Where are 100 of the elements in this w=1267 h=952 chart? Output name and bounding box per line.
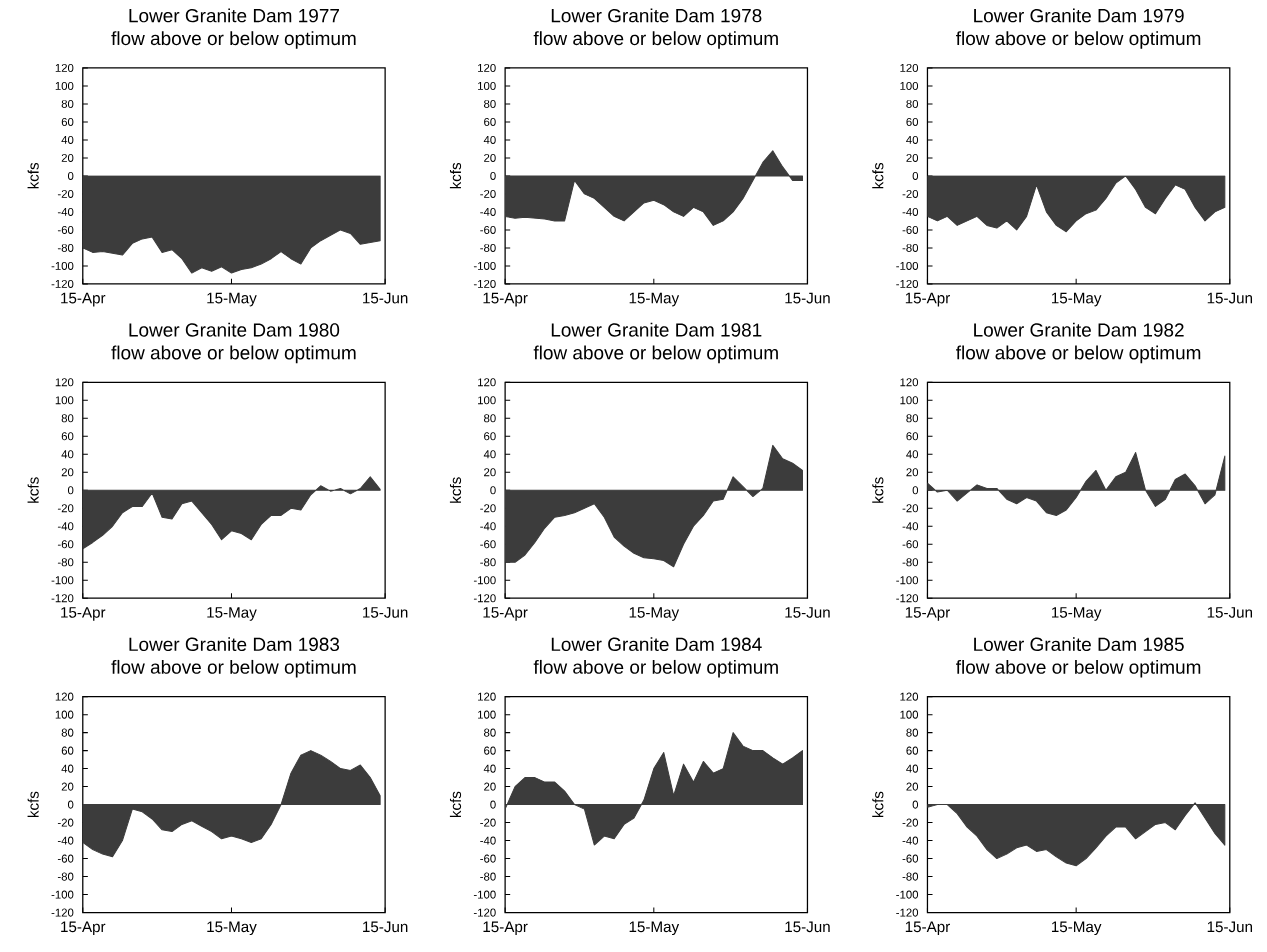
y-tick-label: 60 <box>906 117 919 126</box>
y-tick-label: -120 <box>473 908 496 917</box>
x-tick-label: 15-Jun <box>1207 921 1253 933</box>
chart-subtitle: flow above or below optimum <box>533 345 778 364</box>
y-tick-label: -80 <box>902 243 919 252</box>
x-tick-label: 15-Apr <box>61 292 106 307</box>
y-tick-label: -100 <box>473 261 496 270</box>
y-tick-label: -20 <box>480 504 496 513</box>
x-tick-label: 15-Jun <box>363 292 408 304</box>
y-axis-title: kcfs <box>27 791 39 817</box>
chart-subtitle: flow above or below optimum <box>956 345 1201 364</box>
y-tick-label: 40 <box>483 450 496 459</box>
y-axis-title: kcfs <box>449 162 462 189</box>
y-tick-label: 20 <box>484 153 496 162</box>
y-tick-label: 40 <box>906 450 919 459</box>
y-tick-label: -100 <box>473 576 496 585</box>
x-tick-label: 15-Apr <box>61 607 106 621</box>
y-axis-title: kcfs <box>27 477 39 503</box>
y-tick-label: 0 <box>67 171 74 180</box>
y-tick-label: 120 <box>478 692 496 701</box>
y-tick-label: -40 <box>902 522 919 531</box>
y-tick-label: -120 <box>896 279 919 288</box>
y-tick-label: -60 <box>902 225 919 234</box>
x-tick-label: 15-Jun <box>785 292 830 304</box>
y-tick-label: -60 <box>902 540 919 549</box>
y-tick-label: -100 <box>473 890 496 899</box>
y-axis-title: kcfs <box>872 791 884 817</box>
chart-subtitle: flow above or below optimum <box>956 659 1201 678</box>
x-tick-label: 15-Apr <box>483 292 528 307</box>
y-tick-label: -20 <box>902 818 919 827</box>
y-tick-label: 60 <box>484 117 496 126</box>
y-tick-label: 20 <box>61 468 74 477</box>
y-tick-label: 0 <box>490 800 496 809</box>
y-tick-label: 20 <box>61 153 74 162</box>
y-tick-label: 100 <box>900 710 919 719</box>
y-tick-label: -80 <box>57 558 74 567</box>
y-tick-label: 0 <box>490 486 496 495</box>
y-axis-title: kcfs <box>449 477 462 503</box>
y-tick-label: -40 <box>57 836 74 845</box>
y-tick-label: -60 <box>480 225 496 234</box>
chart-title: Lower Granite Dam 1977 <box>129 8 339 23</box>
x-tick-label: 15-Apr <box>483 607 528 621</box>
x-tick-label: 15-Jun <box>363 607 408 618</box>
y-tick-label: 100 <box>478 396 496 405</box>
y-tick-label: -20 <box>902 504 919 513</box>
y-tick-label: -80 <box>57 243 74 252</box>
y-tick-label: -20 <box>57 189 74 198</box>
chart-title: Lower Granite Dam 1984 <box>551 637 762 651</box>
y-tick-label: 120 <box>55 63 74 72</box>
y-tick-label: -80 <box>480 558 496 567</box>
y-tick-label: 60 <box>61 746 74 755</box>
y-tick-label: 20 <box>906 153 919 162</box>
y-tick-label: 0 <box>67 800 74 809</box>
y-tick-label: 40 <box>61 135 74 144</box>
chart-subtitle: flow above or below optimum <box>956 31 1201 49</box>
y-tick-label: 40 <box>61 450 74 459</box>
y-axis-title: kcfs <box>27 162 39 189</box>
y-tick-label: 20 <box>61 782 74 791</box>
x-tick-label: 15-May <box>207 292 257 307</box>
y-tick-label: 40 <box>906 135 919 144</box>
chart-title: Lower Granite Dam 1981 <box>551 322 762 337</box>
x-tick-label: 15-May <box>629 607 680 621</box>
y-tick-label: 120 <box>900 63 919 72</box>
y-tick-label: 120 <box>55 378 74 387</box>
y-tick-label: -60 <box>57 225 74 234</box>
chart-title: Lower Granite Dam 1983 <box>129 637 340 651</box>
y-tick-label: -40 <box>480 836 496 845</box>
y-tick-label: 120 <box>478 63 496 72</box>
y-tick-label: 60 <box>484 746 496 755</box>
y-tick-label: -120 <box>473 279 496 288</box>
y-tick-label: 100 <box>55 396 74 405</box>
x-tick-label: 15-May <box>1051 607 1102 621</box>
chart-subtitle: flow above or below optimum <box>111 31 356 49</box>
y-tick-label: 60 <box>906 432 919 441</box>
chart-subtitle: flow above or below optimum <box>111 659 356 678</box>
y-tick-label: 20 <box>484 782 496 791</box>
y-tick-label: -100 <box>896 576 919 585</box>
y-tick-label: -20 <box>480 189 496 198</box>
y-tick-label: 20 <box>906 468 919 477</box>
y-tick-label: -100 <box>51 261 74 270</box>
y-tick-label: -60 <box>480 540 496 549</box>
y-tick-label: 40 <box>483 764 496 773</box>
x-tick-label: 15-Apr <box>483 921 528 936</box>
y-tick-label: 80 <box>484 728 496 737</box>
x-tick-label: 15-Jun <box>785 607 830 618</box>
y-tick-label: 60 <box>61 117 74 126</box>
y-tick-label: -60 <box>480 854 496 863</box>
y-tick-label: -40 <box>57 207 74 216</box>
y-tick-label: -80 <box>480 243 496 252</box>
y-tick-label: -100 <box>896 890 919 899</box>
chart-subtitle: flow above or below optimum <box>533 31 778 49</box>
y-tick-label: 100 <box>478 710 496 719</box>
x-tick-label: 15-Jun <box>1207 607 1253 618</box>
y-tick-label: 120 <box>900 378 919 387</box>
x-tick-label: 15-May <box>1051 921 1102 936</box>
y-tick-label: -100 <box>51 576 74 585</box>
x-tick-label: 15-Jun <box>785 921 830 933</box>
x-tick-label: 15-May <box>629 292 680 307</box>
x-tick-label: 15-May <box>207 921 257 936</box>
y-tick-label: 40 <box>61 764 74 773</box>
